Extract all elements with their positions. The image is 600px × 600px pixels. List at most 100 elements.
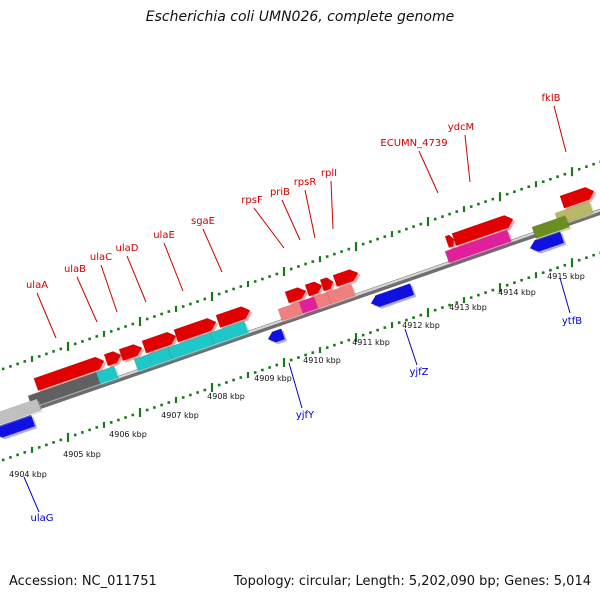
feature-arrow: [173, 317, 217, 343]
gene-features: [0, 186, 597, 440]
feature-arrow: [529, 231, 565, 252]
forward-track-tick: [570, 167, 574, 177]
reverse-track-tick: [426, 308, 430, 318]
reverse-track-tick: [174, 397, 178, 403]
feature-arrow: [103, 351, 122, 367]
reverse-track-tick: [369, 331, 372, 334]
forward-track-tick: [376, 237, 379, 241]
coordinate-label: 4911 kbp: [352, 338, 390, 347]
feature-arrow: [277, 301, 304, 321]
ulag-gene-feature: [0, 414, 38, 440]
forward-track-tick: [9, 365, 12, 368]
feature-arrow: [370, 283, 415, 308]
gene-label-rpli: rplI: [321, 168, 337, 179]
coordinate-label: 4913 kbp: [449, 303, 487, 312]
forward-track-tick: [297, 265, 300, 268]
forward-track-tick: [16, 362, 19, 366]
reverse-track-tick: [239, 376, 243, 379]
feature-arrow: [332, 269, 359, 287]
coordinate-label: 4915 kbp: [547, 272, 585, 281]
gene-label-fklb: fklB: [542, 93, 561, 104]
forward-track-tick: [347, 247, 351, 251]
reverse-track-tick: [95, 426, 99, 429]
backbone-highlight: [0, 209, 600, 420]
reverse-track-tick: [347, 338, 351, 342]
feature-arrow: [451, 215, 514, 247]
forward-track-tick: [592, 162, 595, 166]
forward-track-tick: [354, 242, 358, 252]
reverse-track-tick: [167, 401, 171, 404]
reverse-track-tick: [1, 458, 5, 462]
forward-track-tick: [318, 256, 322, 263]
forward-track-tick: [232, 287, 235, 291]
forward-track-tick: [304, 262, 307, 266]
reverse-track-tick: [23, 451, 27, 454]
feature-arrow: [304, 281, 323, 297]
rpsf-cds-feature: [277, 301, 306, 323]
forward-track-tick: [261, 277, 264, 281]
leader-line: [253, 207, 285, 249]
forward-track-tick: [196, 300, 199, 303]
leader-line: [304, 189, 316, 239]
forward-track-tick: [217, 292, 221, 296]
feature-arrow: [319, 277, 334, 292]
reverse-track-tick: [477, 293, 480, 297]
reverse-track-tick: [361, 333, 365, 337]
reverse-track-tick: [469, 296, 473, 299]
forward-track-tick: [513, 190, 516, 193]
reverse-track-tick: [16, 453, 19, 457]
reverse-track-tick: [160, 403, 163, 407]
reverse-track-tick: [88, 428, 91, 432]
gene-label-yjfy: yjfY: [296, 410, 315, 421]
gene-label-ulab: ulaB: [64, 264, 86, 275]
ulad-gene-feature: [141, 331, 179, 356]
reverse-track-tick: [592, 253, 595, 257]
reverse-track-tick: [131, 413, 135, 417]
coordinate-label: 4912 kbp: [402, 321, 440, 330]
reverse-track-tick: [390, 322, 394, 329]
reverse-track-tick: [253, 371, 257, 374]
reverse-track-tick: [520, 278, 523, 282]
ydcm-cds-feature: [444, 229, 514, 265]
coordinate-label: 4909 kbp: [254, 374, 292, 383]
leader-line: [553, 105, 567, 153]
gene-label-ydcm: ydcM: [448, 122, 474, 133]
ulad-cds-feature: [133, 347, 175, 373]
reverse-track-tick: [462, 297, 466, 304]
forward-track-tick: [397, 230, 401, 233]
reverse-track-tick: [232, 378, 235, 382]
gene-labels: ulaA ulaB ulaC ulaD ulaE sgaE rpsF priB rpsR rplI…: [23, 93, 582, 524]
forward-track-tick: [448, 212, 451, 216]
forward-track-tick: [585, 165, 588, 168]
forward-track-tick: [117, 327, 120, 331]
leader-line: [464, 134, 471, 183]
reverse-track-tick: [570, 258, 574, 268]
reverse-track-tick: [455, 301, 459, 304]
forward-track-tick: [145, 317, 149, 321]
leader-line: [100, 264, 118, 313]
reverse-track-tick: [318, 347, 322, 354]
yjfy-gene-feature: [267, 328, 288, 345]
gene-label-ulaa: ulaA: [26, 280, 48, 291]
reverse-track-tick: [405, 318, 408, 322]
coordinate-label: 4904 kbp: [9, 470, 47, 479]
leader-line: [163, 242, 184, 292]
ulac-gene-feature: [118, 344, 145, 363]
reverse-track-tick: [541, 271, 545, 274]
rpsf-gene-feature: [284, 287, 309, 306]
reverse-track-tick: [102, 421, 106, 428]
leader-line: [202, 228, 223, 273]
reverse-track-tick: [124, 416, 127, 419]
map-title: Escherichia coli UMN026, complete genome: [145, 9, 455, 25]
forward-track-tick: [109, 330, 113, 333]
reverse-track-tick: [325, 346, 329, 349]
forward-track-tick: [505, 192, 509, 196]
leader-line: [330, 180, 334, 230]
forward-track-tick: [577, 167, 581, 171]
forward-track-tick: [520, 187, 523, 191]
coordinate-label: 4907 kbp: [161, 411, 199, 420]
forward-track-tick: [246, 281, 250, 287]
forward-track-tick: [160, 312, 163, 316]
forward-track-tick: [30, 355, 34, 362]
reverse-track-tick: [340, 341, 343, 344]
